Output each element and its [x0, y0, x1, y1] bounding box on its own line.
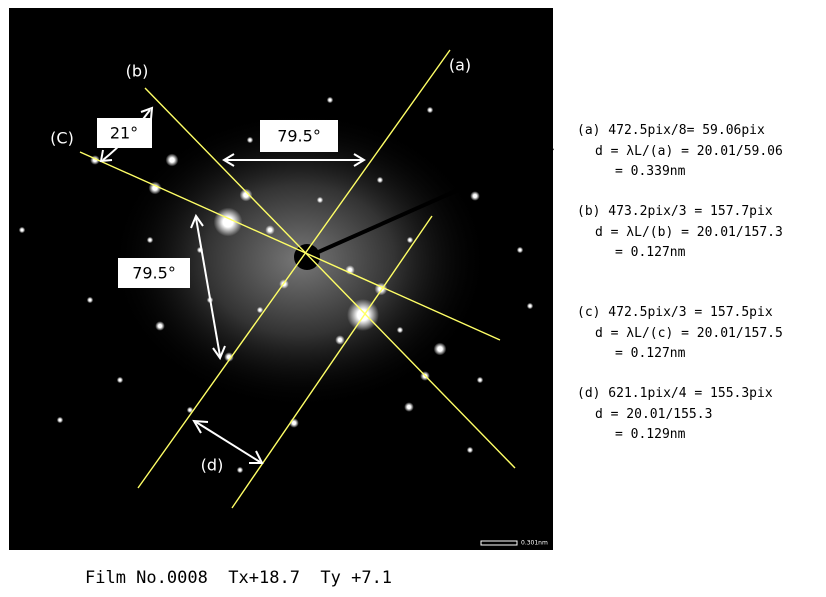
angle-label: 79.5° — [277, 127, 321, 146]
beam-stop — [306, 146, 554, 259]
spot — [470, 191, 480, 201]
calc-line: = 0.339nm — [615, 164, 686, 179]
spot — [246, 136, 254, 144]
index-lines — [79, 49, 516, 509]
line-label: (d) — [201, 456, 224, 475]
spot — [376, 176, 384, 184]
label-box — [97, 118, 152, 148]
calc-line: = 0.127nm — [615, 346, 686, 361]
calc-line: = 0.127nm — [615, 245, 686, 260]
spot — [155, 321, 165, 331]
label-box — [118, 258, 190, 288]
calc-line: d = 20.01/155.3 — [595, 406, 713, 422]
line-a — [137, 49, 451, 489]
spot — [116, 376, 124, 384]
calc-line: (d) 621.1pix/4 = 155.3pix — [577, 386, 773, 401]
spot — [406, 236, 414, 244]
spot — [516, 246, 524, 254]
spot — [476, 376, 484, 384]
label-box — [260, 120, 338, 152]
calc-line: (a) 472.5pix/8= 59.06pix — [577, 123, 765, 138]
calc-line: (c) 472.5pix/3 = 157.5pix — [577, 305, 773, 320]
calc-line: d = λL/(b) = 20.01/157.3 — [595, 224, 783, 240]
scale-bar-label: 0.301nm — [521, 540, 548, 547]
spot — [86, 296, 94, 304]
caption: Film No.0008 Tx+18.7 Ty +7.1 — [85, 568, 393, 588]
angle-boxes: 21° 79.5° 79.5° — [97, 118, 338, 288]
spot — [256, 306, 264, 314]
arrow-head — [222, 153, 366, 167]
spot — [335, 335, 345, 345]
line-c — [79, 151, 501, 341]
spot — [426, 106, 434, 114]
line-d — [231, 215, 433, 509]
angle-label: 21° — [110, 124, 138, 143]
spot — [239, 188, 253, 202]
line-label: (C) — [50, 129, 74, 148]
spot — [236, 466, 244, 474]
spot — [56, 416, 64, 424]
spot — [404, 402, 414, 412]
arrow — [195, 421, 261, 463]
calc-line: d = λL/(a) = 20.01/59.06 — [595, 143, 783, 159]
spot — [18, 226, 26, 234]
line-label: (a) — [449, 56, 471, 75]
spot — [396, 326, 404, 334]
spot — [146, 236, 154, 244]
spot — [326, 96, 334, 104]
scale-bar — [480, 540, 518, 546]
spot — [224, 352, 234, 362]
line-label: (b) — [126, 62, 149, 81]
calc-line: d = λL/(c) = 20.01/157.5 — [595, 325, 783, 341]
line-b — [144, 87, 516, 469]
diffraction-figure: 21° 79.5° 79.5° (a) (b) (C) (d) 0.301nm — [9, 8, 554, 550]
spot — [466, 446, 474, 454]
arrow-head — [190, 213, 226, 361]
spot — [316, 196, 324, 204]
calc-line: (b) 473.2pix/3 = 157.7pix — [577, 204, 773, 219]
calc-line: = 0.129nm — [615, 427, 686, 442]
spot — [165, 153, 179, 167]
spot — [347, 299, 379, 331]
arrow — [195, 217, 221, 357]
arrow-head — [192, 419, 264, 464]
spot — [526, 302, 534, 310]
spot — [265, 225, 275, 235]
spot — [433, 342, 447, 356]
arrow-head — [99, 106, 154, 163]
angle-label: 79.5° — [132, 264, 176, 283]
